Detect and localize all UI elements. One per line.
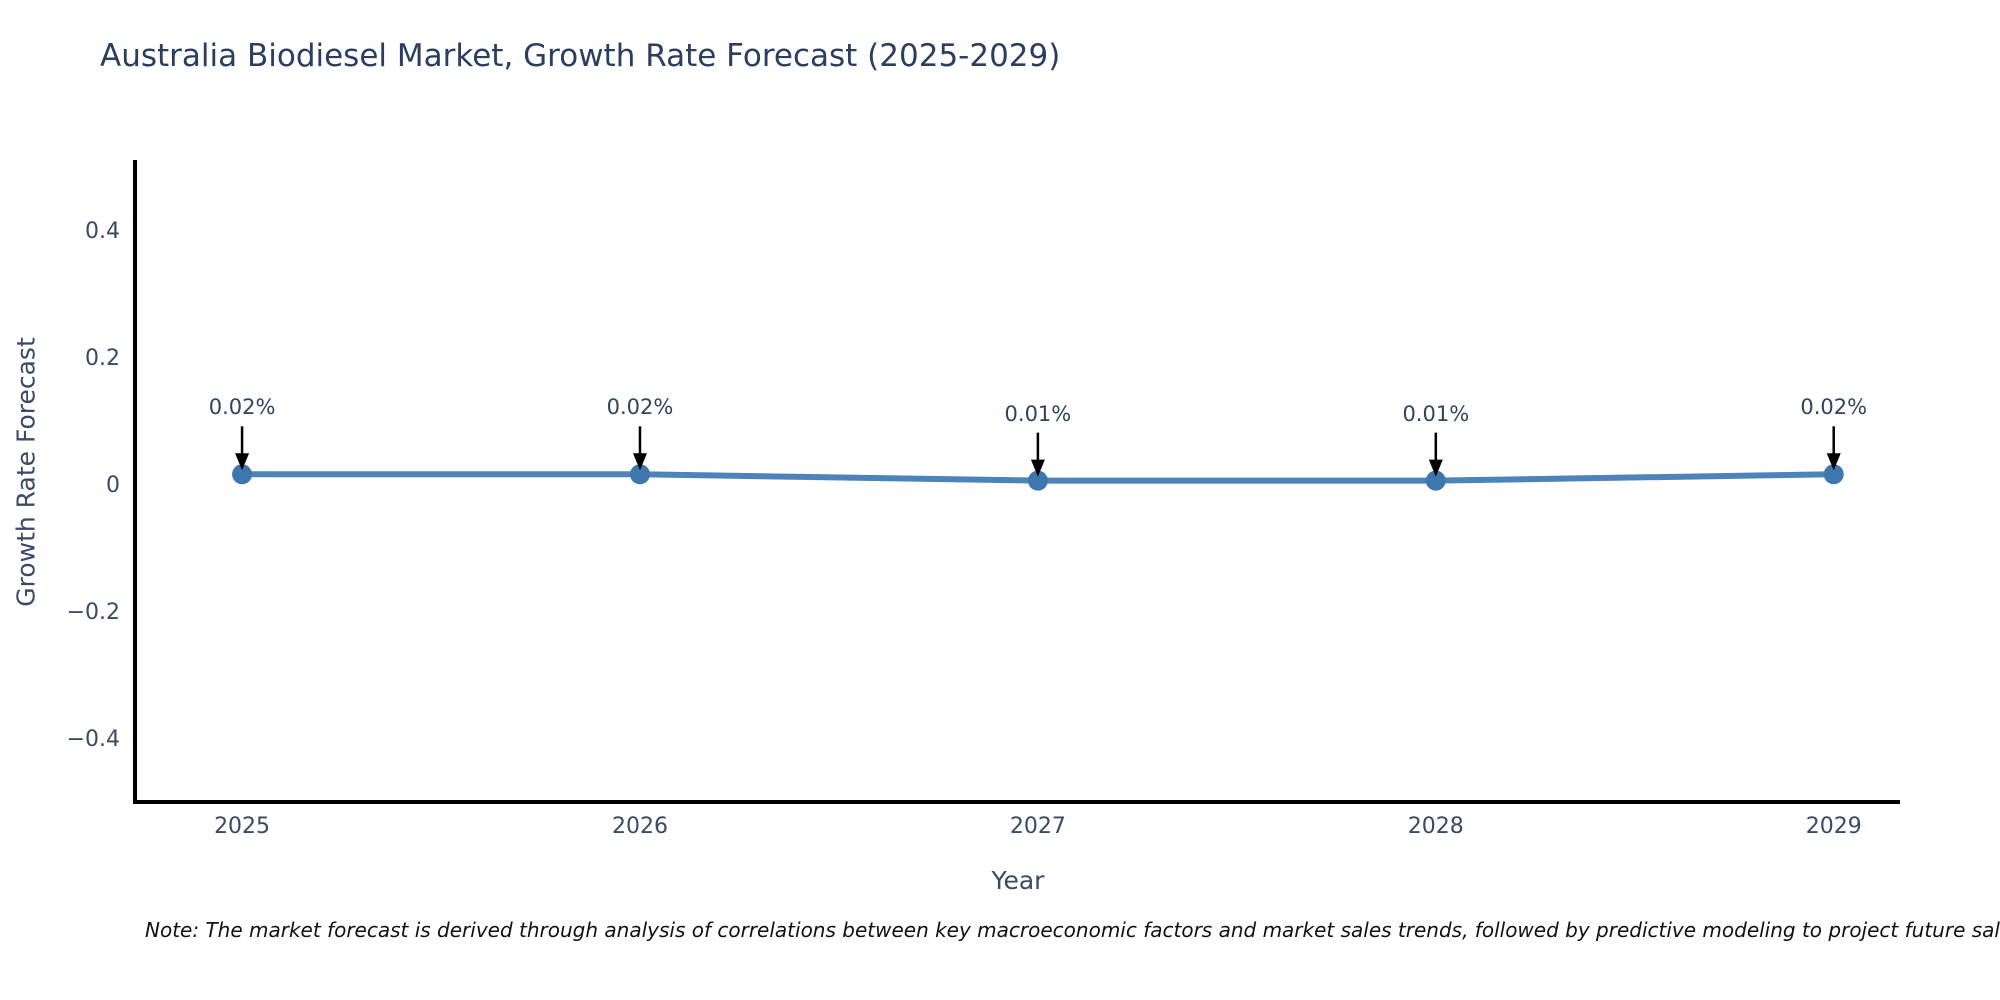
data-point-marker [629,464,650,485]
line-series-svg [232,426,1844,491]
x-tick-label: 2026 [611,814,668,839]
y-tick-label: 0 [106,472,120,498]
annotation-arrowhead [1030,459,1045,477]
annotation-arrowhead [235,453,250,471]
footnote: Note: The market forecast is derived thr… [145,918,2000,942]
point-label: 0.02% [1800,395,1868,420]
data-point-marker [1027,470,1048,491]
x-tick-label: 2025 [214,814,271,839]
data-point-marker [232,464,253,485]
data-point-marker [1425,470,1446,491]
y-tick-label: −0.4 [66,726,120,752]
y-tick-label: 0.2 [85,346,120,371]
y-tick-label: 0.4 [85,219,120,245]
annotation-arrowhead [632,453,647,471]
plot-area: 0.02% 0.02% 0.01% 0.01% 0.02% [133,160,1900,804]
point-label: 0.01% [1004,401,1072,426]
point-label: 0.02% [208,395,276,420]
point-label: 0.02% [606,395,674,420]
x-axis-title: Year [991,866,1045,895]
chart-title: Australia Biodiesel Market, Growth Rate … [100,38,1061,74]
point-label: 0.01% [1402,401,1470,426]
annotation-arrowhead [1428,459,1443,477]
y-tick-label: −0.2 [66,599,120,625]
x-tick-label: 2029 [1805,814,1862,839]
x-tick-label: 2027 [1009,814,1066,839]
x-tick-label: 2028 [1407,814,1464,839]
annotation-arrowhead [1826,453,1841,471]
data-point-marker [1823,464,1844,485]
